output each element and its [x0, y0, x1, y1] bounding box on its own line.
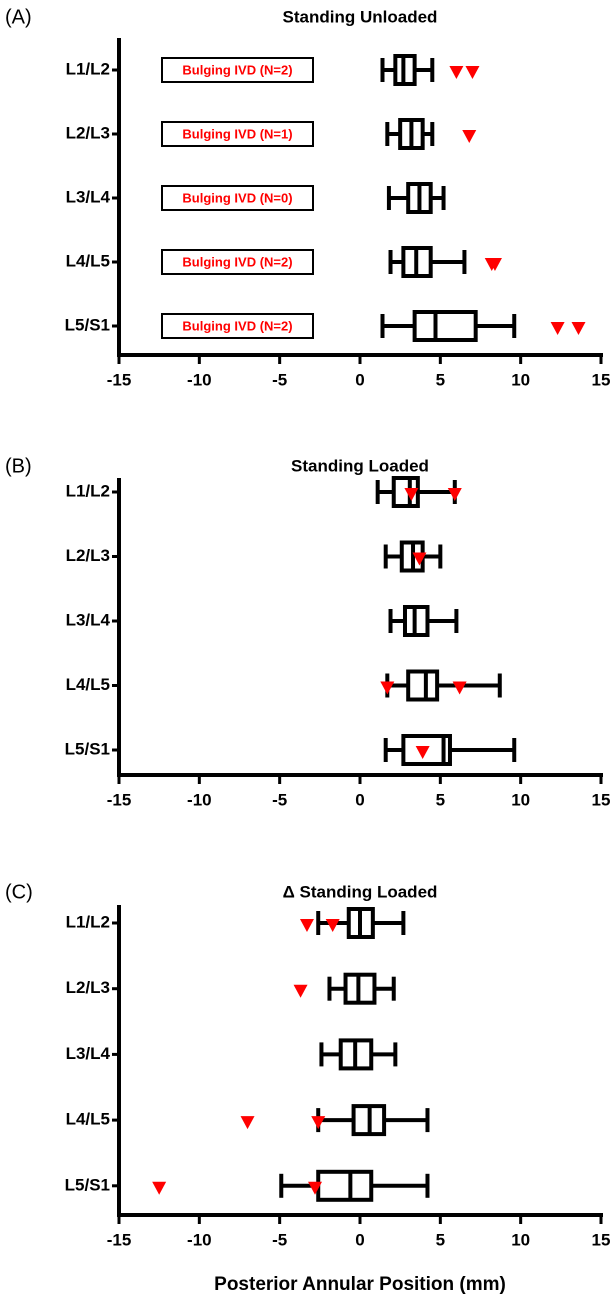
annotation-box	[161, 313, 314, 339]
category-label: L2/L3	[66, 546, 110, 565]
category-label: L3/L4	[66, 610, 111, 629]
panel-label: (A)	[5, 6, 32, 28]
category-label: L5/S1	[65, 739, 110, 758]
category-label: L4/L5	[66, 675, 110, 694]
annotation: Bulging IVD (N=2)	[182, 62, 292, 77]
outlier	[380, 681, 395, 695]
category-label: L1/L2	[66, 481, 110, 500]
outlier	[550, 322, 565, 335]
panel-title: Standing Unloaded	[283, 7, 438, 26]
outlier	[311, 1116, 326, 1130]
outlier	[465, 66, 480, 79]
annotation-box	[161, 185, 314, 211]
x-tick-label: 15	[592, 790, 611, 809]
category-label: L5/S1	[65, 1175, 110, 1194]
box	[406, 669, 440, 702]
outlier	[412, 552, 427, 566]
annotation: Bulging IVD (N=1)	[182, 126, 292, 141]
box	[316, 1169, 374, 1202]
panel-label: (B)	[5, 455, 32, 477]
outlier	[308, 1181, 323, 1195]
x-tick-label: 0	[355, 370, 364, 389]
annotation-box	[161, 249, 314, 275]
x-axis-label: Posterior Annular Position (mm)	[214, 1274, 506, 1295]
annotation-box	[161, 121, 314, 147]
outlier	[449, 66, 464, 79]
outlier	[571, 322, 586, 335]
category-label: L2/L3	[66, 978, 110, 997]
panel-title: Δ Standing Loaded	[283, 882, 438, 901]
x-tick-label: 15	[592, 370, 611, 389]
panel-label: (C)	[5, 881, 33, 903]
x-tick-label: 10	[511, 1230, 530, 1249]
box	[412, 310, 478, 342]
x-tick-label: 0	[355, 790, 364, 809]
x-tick-label: 15	[592, 1230, 611, 1249]
category-label: L3/L4	[66, 187, 111, 206]
outlier	[404, 488, 419, 501]
annotation: Bulging IVD (N=2)	[182, 318, 292, 333]
annotation: Bulging IVD (N=0)	[182, 190, 292, 205]
outlier	[447, 488, 462, 501]
x-tick-label: 10	[511, 370, 530, 389]
outlier	[487, 258, 502, 271]
x-tick-label: -5	[272, 1230, 287, 1249]
outlier	[152, 1181, 167, 1195]
annotation-box	[161, 57, 314, 83]
x-tick-label: -15	[107, 1230, 132, 1249]
x-tick-label: -15	[107, 370, 132, 389]
x-tick-label: -10	[187, 790, 212, 809]
outlier	[452, 681, 467, 695]
x-tick-label: 10	[511, 790, 530, 809]
outlier	[299, 919, 314, 932]
category-label: L1/L2	[66, 59, 110, 78]
outlier	[293, 984, 308, 998]
category-label: L5/S1	[65, 315, 110, 334]
category-label: L4/L5	[66, 251, 110, 270]
category-label: L4/L5	[66, 1110, 110, 1129]
box	[391, 476, 420, 508]
category-label: L3/L4	[66, 1044, 111, 1063]
outlier	[325, 919, 340, 932]
x-tick-label: -5	[272, 370, 287, 389]
annotation: Bulging IVD (N=2)	[182, 254, 292, 269]
outlier	[415, 746, 430, 759]
x-tick-label: 0	[355, 1230, 364, 1249]
outlier	[462, 130, 477, 143]
panel-title: Standing Loaded	[291, 456, 429, 475]
x-tick-label: 5	[436, 1230, 445, 1249]
x-tick-label: -10	[187, 370, 212, 389]
x-tick-label: -5	[272, 790, 287, 809]
category-label: L1/L2	[66, 912, 110, 931]
x-tick-label: 5	[436, 790, 445, 809]
outlier	[240, 1116, 255, 1130]
x-tick-label: -10	[187, 1230, 212, 1249]
category-label: L2/L3	[66, 123, 110, 142]
x-tick-label: -15	[107, 790, 132, 809]
x-tick-label: 5	[436, 370, 445, 389]
